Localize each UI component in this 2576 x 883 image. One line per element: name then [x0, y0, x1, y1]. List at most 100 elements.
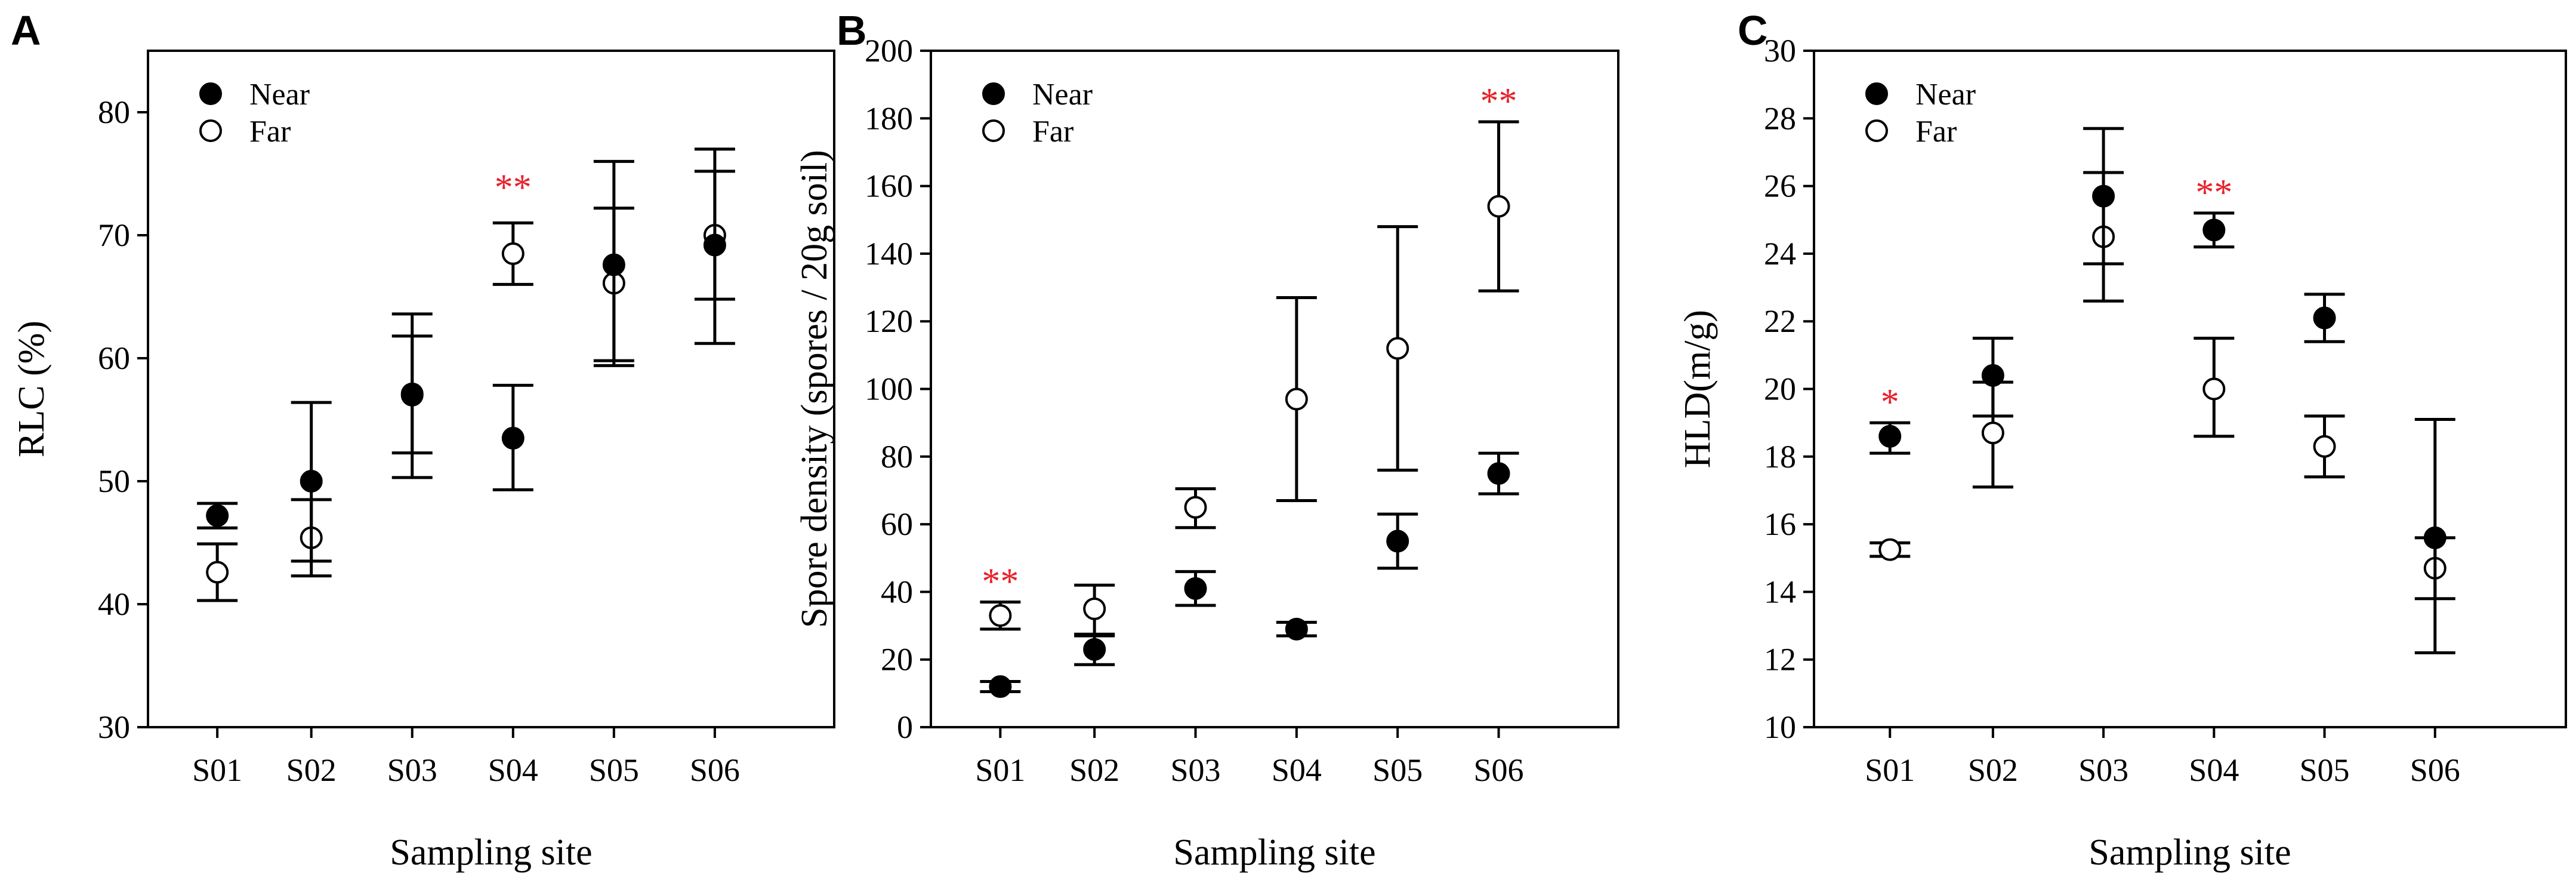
x-tick-label-s05: S05 — [1372, 752, 1423, 788]
y-axis-title: HLD(m/g) — [1677, 310, 1718, 468]
y-tick-label: 20 — [1764, 371, 1796, 407]
point-far-s04 — [1285, 387, 1308, 411]
significance-marker: ** — [982, 561, 1019, 602]
y-tick-label: 120 — [865, 303, 913, 339]
x-tick-label-s04: S04 — [2189, 752, 2239, 788]
y-tick-label: 80 — [98, 94, 130, 130]
y-tick-label: 0 — [897, 709, 913, 745]
y-tick-label: 12 — [1764, 642, 1796, 678]
y-tick-label: 26 — [1764, 168, 1796, 204]
x-tick-label-s06: S06 — [2410, 752, 2460, 788]
point-near-s01 — [206, 504, 229, 527]
point-near-s02 — [300, 470, 323, 493]
point-near-s03 — [400, 383, 424, 407]
point-near-s05 — [2313, 306, 2336, 330]
panel-letter: B — [837, 7, 867, 54]
x-tick-label-s05: S05 — [2300, 752, 2350, 788]
point-near-s06 — [2423, 526, 2447, 549]
x-tick-label-s01: S01 — [975, 752, 1025, 788]
point-near-s04 — [1285, 617, 1308, 641]
plot-frame — [147, 50, 835, 728]
point-far-s03 — [1184, 496, 1207, 519]
point-near-s03 — [2092, 184, 2115, 208]
legend-marker-far — [982, 119, 1005, 142]
x-tick-label-s02: S02 — [1069, 752, 1119, 788]
point-near-s01 — [989, 675, 1012, 699]
x-tick-label-s05: S05 — [589, 752, 639, 788]
point-near-s04 — [501, 426, 525, 450]
point-near-s05 — [602, 253, 625, 276]
legend-label-near: Near — [1915, 78, 1976, 112]
y-tick-label: 24 — [1764, 236, 1796, 272]
panel-letter: A — [11, 7, 41, 54]
y-tick-label: 28 — [1764, 100, 1796, 136]
legend-marker-far — [199, 119, 222, 142]
x-axis-title: Sampling site — [2088, 832, 2291, 873]
point-near-s03 — [1184, 577, 1207, 600]
point-far-s05 — [1386, 337, 1409, 360]
point-near-s02 — [1083, 638, 1106, 661]
y-tick-label: 200 — [865, 33, 913, 69]
y-tick-label: 30 — [1764, 33, 1796, 69]
point-far-s04 — [501, 242, 525, 265]
y-tick-label: 140 — [865, 236, 913, 272]
point-far-s01 — [206, 561, 229, 584]
x-tick-label-s03: S03 — [1170, 752, 1220, 788]
y-tick-label: 16 — [1764, 506, 1796, 542]
legend-label-near: Near — [1032, 78, 1093, 112]
x-tick-label-s03: S03 — [2078, 752, 2128, 788]
legend-marker-far — [1865, 119, 1888, 142]
point-near-s01 — [1878, 424, 1902, 448]
y-tick-label: 100 — [865, 371, 913, 407]
y-tick-label: 40 — [881, 574, 913, 610]
point-near-s04 — [2202, 219, 2226, 242]
point-near-s02 — [1981, 364, 2004, 387]
y-tick-label: 40 — [98, 586, 130, 622]
y-tick-label: 50 — [98, 463, 130, 499]
point-far-s02 — [1083, 597, 1106, 620]
legend-label-far: Far — [1032, 115, 1073, 149]
y-axis-title: RLC (%) — [11, 321, 52, 457]
y-tick-label: 180 — [865, 100, 913, 136]
point-far-s04 — [2202, 377, 2226, 401]
y-tick-label: 14 — [1764, 574, 1796, 610]
panel-c: C 10 12 14 16 18 20 22 24 26 28 30 S01 S02 S03 S04 S05 S0… — [1677, 7, 2567, 873]
y-tick-label: 30 — [98, 709, 130, 745]
significance-marker: ** — [495, 168, 532, 208]
point-far-s05 — [2313, 435, 2336, 458]
x-tick-label-s04: S04 — [488, 752, 538, 788]
plot-frame — [1813, 50, 2567, 728]
x-tick-label-s02: S02 — [286, 752, 337, 788]
point-far-s02 — [1981, 421, 2004, 445]
y-tick-label: 18 — [1764, 439, 1796, 475]
y-tick-label: 80 — [881, 439, 913, 475]
legend-marker-near — [982, 82, 1005, 105]
x-tick-label-s03: S03 — [387, 752, 437, 788]
point-near-s06 — [703, 233, 726, 257]
point-far-s01 — [1878, 538, 1902, 561]
panel-letter: C — [1738, 7, 1768, 54]
point-near-s05 — [1386, 530, 1409, 553]
legend-label-far: Far — [249, 115, 291, 149]
y-tick-label: 10 — [1764, 709, 1796, 745]
x-tick-label-s06: S06 — [690, 752, 740, 788]
y-tick-label: 22 — [1764, 303, 1796, 339]
plot-frame — [930, 50, 1619, 728]
legend-label-far: Far — [1915, 115, 1957, 149]
legend-marker-near — [199, 82, 222, 105]
y-tick-label: 20 — [881, 642, 913, 678]
y-tick-label: 70 — [98, 217, 130, 253]
legend-marker-near — [1865, 82, 1888, 105]
point-far-s01 — [989, 604, 1012, 627]
x-tick-label-s02: S02 — [1968, 752, 2018, 788]
x-tick-label-s01: S01 — [192, 752, 242, 788]
y-tick-label: 60 — [98, 340, 130, 376]
x-axis-title: Sampling site — [1173, 832, 1375, 873]
y-tick-label: 160 — [865, 168, 913, 204]
significance-marker: ** — [1480, 81, 1517, 122]
x-tick-label-s04: S04 — [1272, 752, 1322, 788]
y-tick-label: 60 — [881, 506, 913, 542]
x-tick-label-s06: S06 — [1474, 752, 1524, 788]
y-axis-title: Spore density (spores / 20g soil) — [794, 150, 835, 628]
